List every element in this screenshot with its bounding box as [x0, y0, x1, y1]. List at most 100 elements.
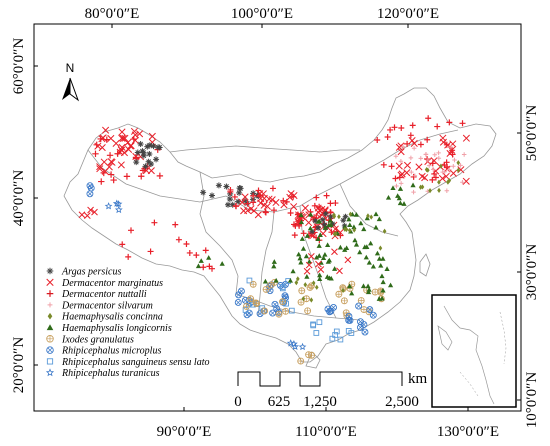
symbol-diamond	[301, 296, 306, 302]
symbol-triangle	[390, 185, 396, 191]
symbol-plus	[429, 176, 436, 183]
symbol-plus	[280, 197, 287, 204]
symbol-x	[238, 198, 246, 206]
symbol-circle-x	[87, 184, 95, 192]
symbol-triangle	[366, 287, 372, 292]
symbol-triangle	[379, 295, 385, 301]
symbol-diamond	[446, 179, 450, 185]
symbol-x	[87, 206, 94, 214]
symbol-plus	[337, 232, 344, 239]
symbol-plus-small	[423, 152, 429, 157]
south-china-sea-inset	[431, 294, 517, 408]
legend-label: Dermacentor silvarum	[61, 300, 153, 311]
lon-label-top-2: 100°0′0″E	[231, 6, 293, 22]
symbol-asterisk	[237, 185, 244, 192]
symbol-triangle	[308, 211, 314, 217]
symbol-plus-small	[411, 189, 416, 195]
symbol-circle-plus	[279, 298, 286, 306]
symbol-triangle	[298, 212, 304, 218]
symbol-plus	[417, 141, 424, 148]
symbol-plus-small	[418, 156, 424, 161]
symbol-square	[279, 284, 286, 290]
symbol-triangle	[304, 233, 311, 238]
symbol-plus	[311, 202, 318, 209]
symbol-x	[415, 163, 423, 171]
symbol-plus-small	[394, 183, 399, 189]
symbol-plus-small	[432, 152, 438, 158]
symbol-triangle	[296, 251, 302, 257]
country-outline	[63, 87, 497, 369]
symbol-asterisk	[140, 149, 147, 156]
symbol-plus	[407, 132, 414, 139]
symbol-diamond	[428, 188, 432, 194]
symbol-asterisk	[309, 228, 315, 235]
symbol-plus	[384, 134, 391, 141]
lon-label-top-3: 120°0′0″E	[377, 6, 439, 22]
symbol-asterisk	[225, 201, 232, 208]
symbol-triangle	[379, 273, 385, 279]
symbol-star	[104, 202, 113, 210]
symbol-triangle	[396, 195, 402, 201]
symbol-triangle	[317, 232, 323, 237]
symbol-triangle	[380, 287, 386, 293]
scale-tick-2500: 2,500	[385, 394, 419, 410]
symbol-asterisk	[200, 189, 207, 196]
symbol-triangle	[347, 222, 353, 227]
symbol-star	[291, 342, 300, 350]
symbol-asterisk	[146, 150, 153, 157]
symbol-triangle	[360, 283, 367, 289]
scale-bar	[237, 371, 403, 387]
symbol-plus	[107, 171, 115, 178]
symbol-plus	[429, 160, 436, 167]
symbol-triangle	[357, 249, 363, 255]
symbol-plus	[138, 173, 145, 180]
symbol-x	[305, 219, 313, 227]
symbol-triangle	[262, 278, 269, 284]
symbol-asterisk	[46, 267, 54, 275]
symbol-circle-x	[271, 300, 279, 308]
symbol-plus-small	[409, 169, 414, 175]
symbol-triangle	[352, 237, 358, 243]
symbol-x	[118, 143, 126, 151]
symbol-asterisk	[226, 196, 233, 203]
symbol-x	[307, 253, 315, 260]
symbol-x	[462, 134, 470, 142]
symbol-x	[148, 132, 156, 140]
symbol-triangle	[219, 261, 225, 266]
symbol-x	[421, 174, 429, 182]
symbol-x	[403, 169, 411, 177]
scale-unit: km	[408, 371, 428, 387]
north-label: N	[66, 61, 75, 75]
symbol-triangle	[320, 255, 327, 261]
symbol-circle-plus	[253, 300, 261, 307]
symbol-diamond	[303, 282, 308, 288]
symbol-diamond	[347, 227, 352, 234]
occurrence-points	[78, 115, 470, 365]
symbol-circle-plus	[308, 351, 316, 359]
symbol-x	[257, 195, 265, 203]
symbol-x	[344, 256, 352, 264]
symbol-triangle	[46, 324, 54, 331]
symbol-triangle	[328, 275, 334, 281]
symbol-asterisk	[150, 143, 157, 150]
symbol-plus	[123, 173, 131, 180]
lat-label-right-2: 30°0′0″N	[524, 244, 540, 301]
symbol-x	[91, 208, 98, 216]
symbol-diamond	[352, 227, 357, 233]
symbol-triangle	[363, 254, 369, 260]
symbol-circle-plus	[306, 283, 314, 291]
symbol-x	[83, 212, 91, 219]
symbol-asterisk	[315, 225, 321, 231]
symbol-x	[403, 161, 412, 169]
symbol-triangle	[353, 212, 359, 217]
scale-tick-0: 0	[234, 394, 242, 410]
symbol-plus	[250, 192, 257, 199]
symbol-x	[336, 267, 343, 275]
symbol-plus	[391, 124, 398, 131]
symbol-plus-small	[440, 169, 445, 175]
symbol-diamond	[47, 312, 53, 320]
symbol-plus	[292, 222, 299, 229]
symbol-diamond	[332, 231, 337, 237]
symbol-plus	[424, 156, 431, 163]
